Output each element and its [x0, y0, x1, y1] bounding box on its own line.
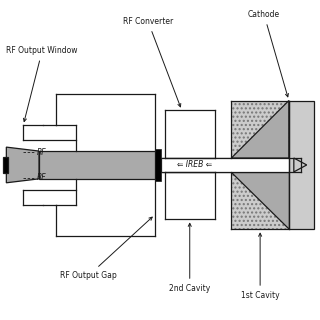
Text: RF Output Window: RF Output Window — [6, 46, 78, 122]
Text: Cathode: Cathode — [248, 10, 288, 97]
Polygon shape — [6, 147, 39, 183]
Bar — [155, 149, 161, 181]
Bar — [289, 100, 314, 229]
Text: RF: RF — [37, 173, 47, 182]
Text: 2nd Cavity: 2nd Cavity — [169, 223, 210, 293]
Bar — [39, 151, 155, 179]
Polygon shape — [231, 172, 289, 229]
Polygon shape — [294, 158, 307, 172]
Polygon shape — [231, 100, 289, 158]
Text: ⇐ IREB ⇐: ⇐ IREB ⇐ — [177, 160, 212, 170]
Text: RF Converter: RF Converter — [123, 17, 181, 107]
Text: RF: RF — [37, 148, 47, 156]
Bar — [4, 157, 8, 173]
Bar — [161, 158, 294, 172]
Bar — [161, 158, 294, 172]
Polygon shape — [231, 172, 289, 229]
Polygon shape — [294, 158, 307, 172]
Text: 1st Cavity: 1st Cavity — [241, 233, 279, 300]
Polygon shape — [231, 100, 289, 158]
Text: RF Output Gap: RF Output Gap — [60, 217, 152, 280]
